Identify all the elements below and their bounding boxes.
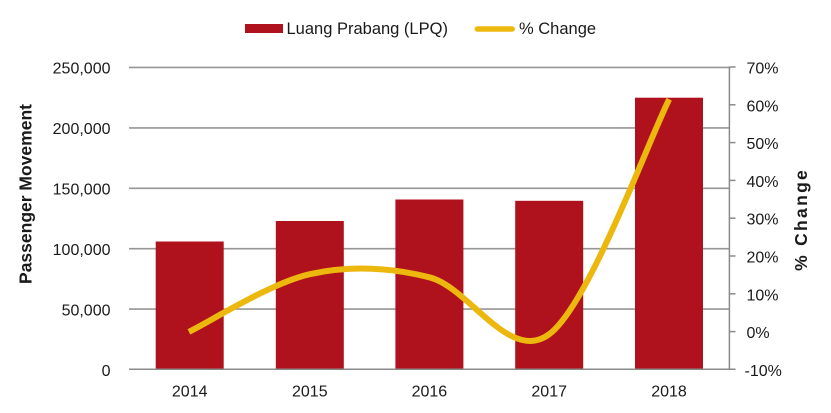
svg-text:Passenger Movement: Passenger Movement — [16, 104, 36, 284]
svg-text:70%: 70% — [747, 61, 779, 78]
svg-text:250,000: 250,000 — [53, 61, 111, 78]
svg-text:2015: 2015 — [292, 384, 328, 401]
svg-text:40%: 40% — [747, 174, 779, 191]
svg-text:2017: 2017 — [531, 384, 567, 401]
svg-text:50,000: 50,000 — [62, 303, 111, 320]
svg-text:-10%: -10% — [745, 363, 782, 380]
svg-text:% Change: % Change — [791, 168, 811, 271]
svg-text:50%: 50% — [747, 136, 779, 153]
svg-text:Luang Prabang (LPQ): Luang Prabang (LPQ) — [287, 20, 448, 38]
svg-text:60%: 60% — [747, 98, 779, 115]
svg-text:2016: 2016 — [412, 384, 448, 401]
svg-text:10%: 10% — [747, 287, 779, 304]
svg-text:30%: 30% — [747, 212, 779, 229]
svg-text:150,000: 150,000 — [53, 182, 111, 199]
svg-text:2018: 2018 — [651, 384, 687, 401]
svg-text:% Change: % Change — [519, 20, 596, 38]
svg-text:20%: 20% — [747, 250, 779, 267]
svg-text:0%: 0% — [747, 325, 770, 342]
svg-text:200,000: 200,000 — [53, 121, 111, 138]
svg-text:100,000: 100,000 — [53, 242, 111, 259]
svg-text:2014: 2014 — [172, 384, 208, 401]
svg-text:0: 0 — [102, 363, 111, 380]
